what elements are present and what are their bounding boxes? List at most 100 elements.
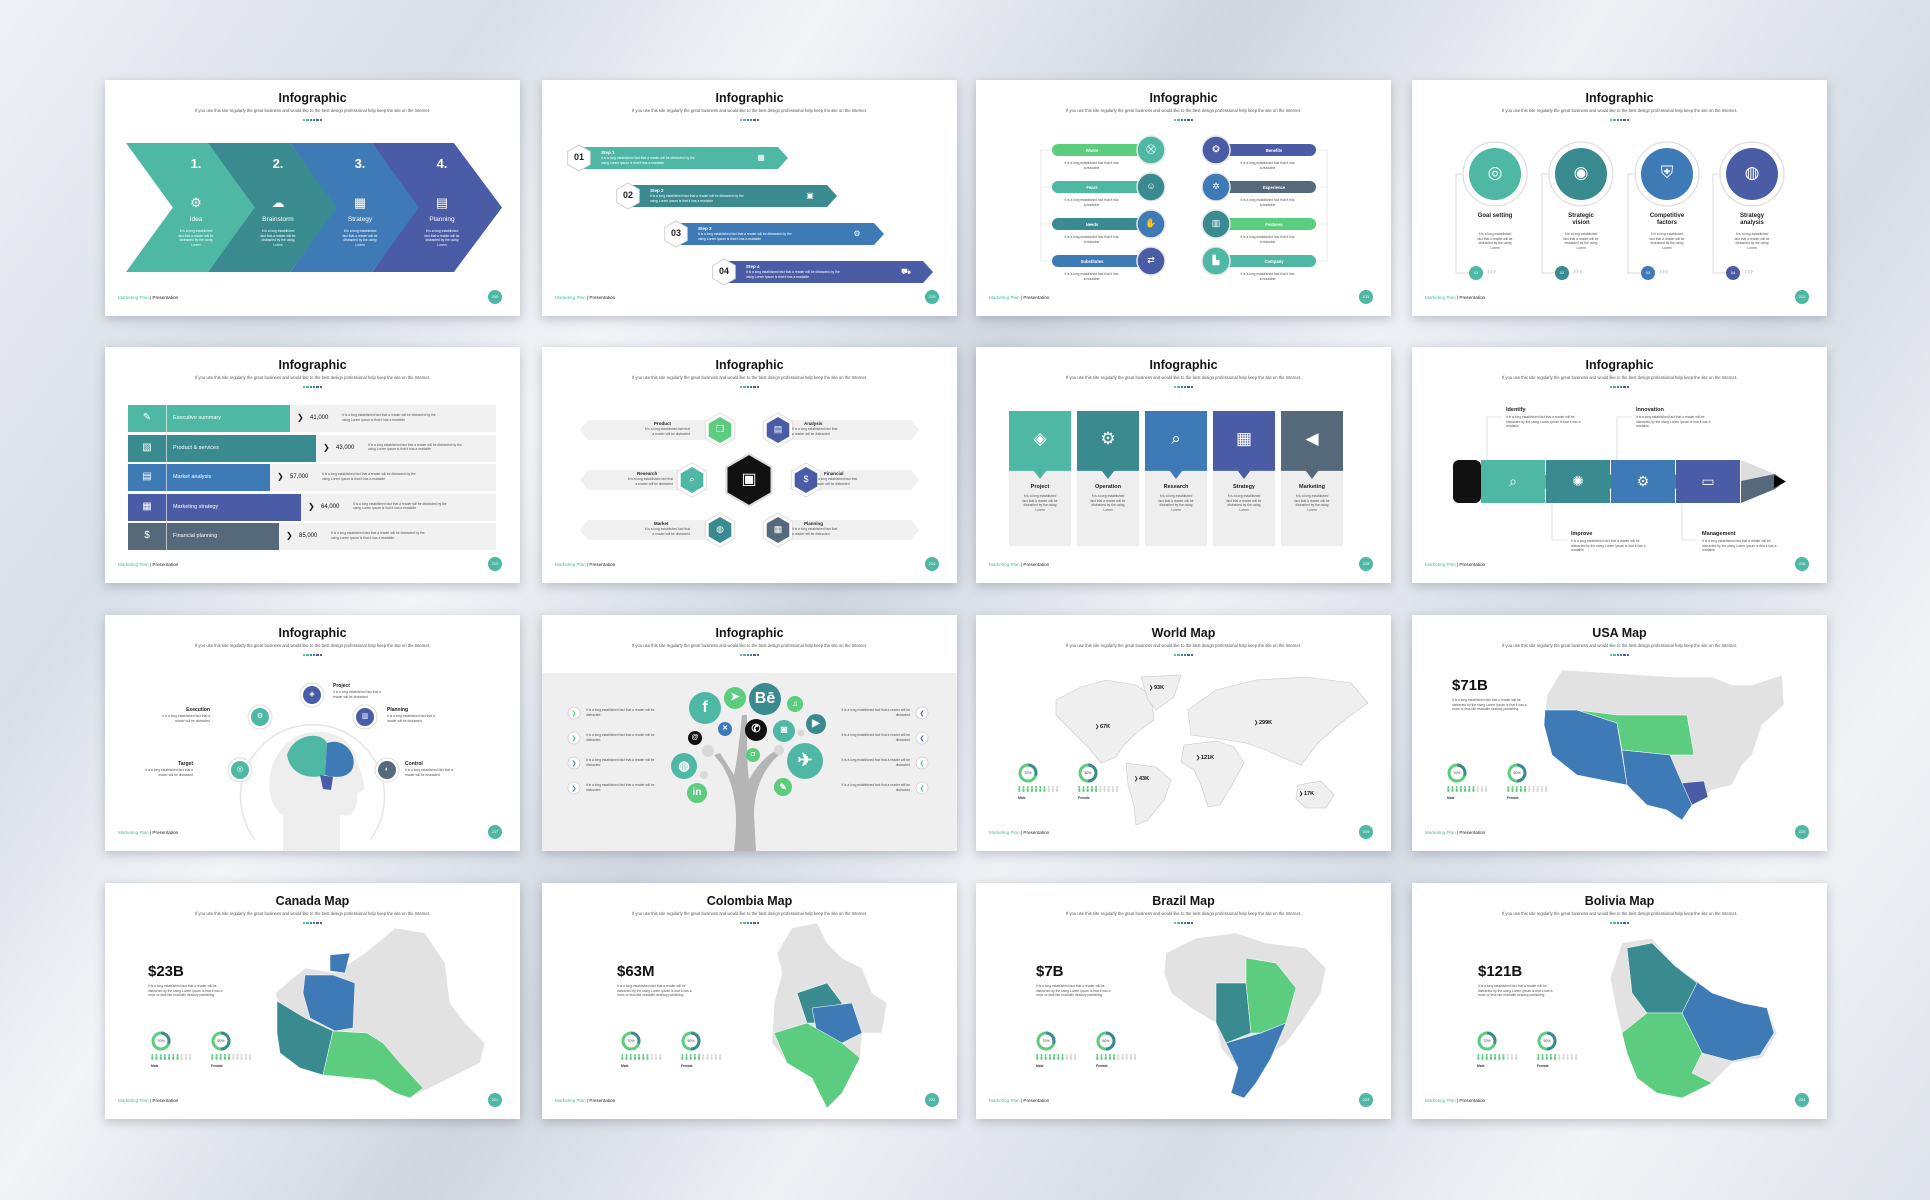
title-dots (542, 384, 957, 388)
building-icon: ▙ (1212, 255, 1220, 266)
person-icon-head (654, 1054, 657, 1056)
person-icon-head (625, 1054, 628, 1056)
person-icon-head (646, 1054, 649, 1056)
donut-percent: 70% (1042, 1038, 1050, 1043)
donut-arc (1537, 1031, 1557, 1051)
person-icon-head (1095, 786, 1098, 788)
chevron-right-icon: ❯ (308, 501, 315, 511)
region-value: 121K (1201, 755, 1215, 761)
slide-footer: Marketing Plan | Presentation (989, 295, 1049, 300)
step-number: 02 (622, 190, 633, 200)
slide-title: Colombia Map (706, 894, 793, 908)
twitter-icon (787, 743, 823, 779)
footer-separator: | (1019, 562, 1024, 567)
telegram-icon: ➤ (730, 691, 740, 704)
telegram-icon (724, 687, 746, 709)
person-icon-head (1096, 1054, 1099, 1056)
person-icon-head (1057, 1054, 1060, 1056)
dot (1623, 385, 1626, 388)
column-header (1145, 411, 1207, 479)
pill-desc: It is a long established fact that it ha… (1240, 161, 1295, 170)
hex-desc: It is a long established fact that a rea… (812, 477, 858, 486)
column-label: Marketing (1299, 484, 1325, 490)
person-icon-body (1104, 1056, 1107, 1060)
slide-thumbnail[interactable]: Bolivia Map If you use this site regularl… (1412, 883, 1827, 1119)
dot (306, 385, 309, 388)
person-icon-head (1090, 786, 1093, 788)
donut-arc (1078, 763, 1098, 783)
dot (743, 385, 746, 388)
slide-thumbnail[interactable]: Colombia Map If you use this site regular… (542, 883, 957, 1119)
dot (739, 653, 743, 656)
donut-arc (1507, 763, 1527, 783)
person-icon-body (1107, 788, 1110, 792)
slide-footer: Marketing Plan | Presentation (118, 1098, 178, 1103)
slide-thumbnail[interactable]: Infographic If you use this site regularl… (542, 347, 957, 583)
person-icon-body (706, 1056, 709, 1060)
person-icon-head (1536, 786, 1539, 788)
slide-thumbnail[interactable]: World Map If you use this site regularly … (976, 615, 1391, 851)
step-hexagon (567, 144, 591, 172)
number-badge (1555, 266, 1569, 280)
slide-thumbnail[interactable]: Infographic If you use this site regularl… (976, 80, 1391, 316)
person-icon-body (1455, 788, 1458, 792)
dot (1609, 118, 1613, 121)
person-icon-body (215, 1056, 218, 1060)
bullet-ring (567, 731, 581, 745)
footer-brand: Marketing Plan (555, 295, 586, 300)
slide-thumbnail[interactable]: Infographic If you use this site regularl… (976, 347, 1391, 583)
youtube-icon (806, 714, 826, 734)
footer-section: Presentation (152, 830, 179, 835)
person-icon-body (1100, 1056, 1103, 1060)
slide-thumbnail[interactable]: USA Map If you use this site regularly th… (1412, 615, 1827, 851)
dot (1180, 921, 1183, 924)
slide-thumbnail[interactable]: Infographic If you use this site regularl… (1412, 80, 1827, 316)
person-icon-body (1039, 788, 1042, 792)
person-icon-head (1468, 786, 1471, 788)
slide-thumbnail[interactable]: Infographic If you use this site regularl… (105, 615, 520, 851)
donut-arc (621, 1031, 641, 1051)
region-prairies-east (322, 1030, 424, 1099)
slide-title: Infographic (715, 91, 784, 105)
gear-icon: ⚙ (853, 229, 861, 239)
threads-icon (688, 731, 702, 745)
column-desc: It is a long established fact that a rea… (1294, 494, 1330, 512)
dot (1190, 921, 1194, 924)
person-icon-head (1481, 1054, 1484, 1056)
shield-laptop-icon: ⛨ (1660, 163, 1674, 183)
icon-circle (231, 761, 249, 779)
stat-label: Female (1078, 796, 1090, 800)
slide-thumbnail[interactable]: Infographic If you use this site regularl… (1412, 347, 1827, 583)
pencil-lead (1774, 475, 1786, 488)
search-icon: ⌕ (689, 474, 695, 485)
person-icon-head (1108, 1054, 1111, 1056)
person-icon-body (1051, 788, 1054, 792)
donut-percent: 50% (1513, 770, 1521, 775)
stats-graphics (1477, 1031, 1578, 1060)
item-desc: It is a long established fact that a rea… (586, 708, 655, 717)
south-america (1125, 762, 1172, 826)
slide-thumbnail[interactable]: Canada Map If you use this site regularly… (105, 883, 520, 1119)
slide-thumbnail[interactable]: Infographic If you use this site regularl… (105, 80, 520, 316)
slide-thumbnail[interactable]: Infographic If you use this site regularl… (542, 615, 957, 851)
person-icon-head (714, 1054, 717, 1056)
dot (309, 921, 312, 924)
item-desc: It is a long established fact that a rea… (841, 783, 910, 792)
dot (1173, 118, 1177, 121)
title-dots (976, 652, 1391, 656)
dot (316, 118, 319, 121)
callout-lines (1486, 416, 1697, 541)
footer-separator: | (148, 562, 153, 567)
bar-value: 43,000 (336, 444, 355, 451)
slide-thumbnail[interactable]: Infographic If you use this site regularl… (105, 347, 520, 583)
person-icon-head (698, 1054, 701, 1056)
person-icon-body (1121, 1056, 1124, 1060)
label-banner (580, 420, 707, 440)
pencil-eraser (1453, 460, 1481, 503)
person-icon-body (1026, 788, 1029, 792)
person-icon-head (1575, 1054, 1578, 1056)
person-icon-body (1489, 1056, 1492, 1060)
footer-brand: Marketing Plan (555, 1098, 586, 1103)
slide-thumbnail[interactable]: Brazil Map If you use this site regularly… (976, 883, 1391, 1119)
slide-thumbnail[interactable]: Infographic If you use this site regularl… (542, 80, 957, 316)
